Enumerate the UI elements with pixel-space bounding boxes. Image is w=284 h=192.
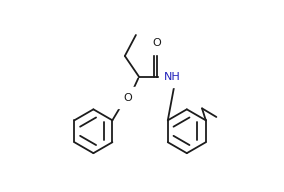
Text: NH: NH (164, 72, 181, 82)
Text: O: O (153, 38, 162, 48)
Text: O: O (123, 93, 132, 103)
